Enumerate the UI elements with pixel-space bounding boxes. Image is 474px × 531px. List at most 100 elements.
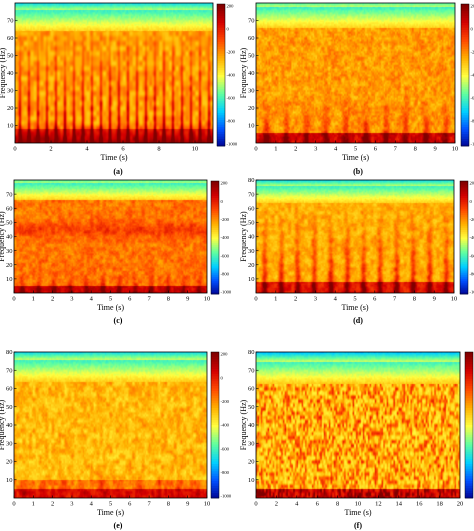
x-tick-label: 16 (416, 501, 423, 508)
colorbar-segment (217, 60, 225, 64)
y-tick-label: 40 (6, 234, 13, 241)
colorbar-segment (217, 32, 225, 36)
colorbar-segment (211, 229, 219, 233)
panel-e: 0 1 2 3 4 5 6 7 8 9 10 10 20 30 40 50 60 70 80 Time (s) Freq… (0, 349, 232, 530)
colorbar-segment (465, 390, 473, 394)
colorbar-segment (461, 138, 469, 142)
colorbar-segment (461, 82, 469, 85)
colorbar-tick-label: -600 (221, 446, 230, 451)
colorbar-segment (460, 263, 468, 267)
colorbar-segment (461, 8, 469, 12)
y-axis-label: Frequency (Hz) (239, 47, 248, 98)
colorbar-segment (465, 378, 473, 382)
x-tick-label: 7 (393, 296, 397, 303)
colorbar-segment (217, 122, 225, 126)
x-tick-label: 8 (336, 501, 339, 508)
y-tick-label: 70 (248, 191, 255, 198)
colorbar-segment (217, 27, 225, 31)
x-tick-label: 1 (32, 501, 35, 508)
colorbar-segment (465, 427, 473, 431)
colorbar-segment (465, 485, 473, 489)
spectrogram-image (256, 180, 454, 293)
colorbar-segment (211, 480, 219, 484)
colorbar-segment (211, 495, 219, 499)
colorbar-segment (211, 412, 219, 416)
colorbar-segment (465, 425, 473, 428)
colorbar-segment (461, 143, 469, 147)
colorbar-tick-label: -600 (470, 253, 474, 258)
panel-label: (e) (114, 521, 123, 530)
x-tick-label: 3 (314, 146, 317, 153)
colorbar-segment (460, 261, 468, 265)
colorbar-tick-label: 200 (227, 4, 235, 9)
colorbar-segment (211, 388, 219, 392)
colorbar-segment (461, 53, 469, 57)
colorbar-segment (211, 429, 219, 433)
y-tick-label: 30 (7, 88, 14, 95)
colorbar-segment (211, 442, 219, 445)
colorbar-segment (461, 70, 469, 74)
colorbar-segment (465, 459, 473, 462)
colorbar-segment (461, 131, 469, 135)
colorbar-segment (217, 15, 225, 19)
colorbar-segment (465, 420, 473, 423)
colorbar-segment (465, 369, 473, 372)
colorbar-tick-label: 0 (221, 199, 224, 204)
colorbar-segment (211, 263, 219, 267)
colorbar-segment (460, 228, 468, 231)
y-tick-label: 30 (6, 440, 13, 447)
x-tick-label: 4 (334, 296, 338, 303)
colorbar-segment (460, 181, 468, 184)
colorbar-segment (217, 134, 225, 137)
x-axis-label: Time (s) (97, 508, 124, 517)
colorbar-tick-label: -1000 (221, 494, 232, 499)
colorbar-segment (211, 356, 219, 360)
colorbar-tick-label: -400 (471, 73, 474, 78)
colorbar-segment (217, 138, 225, 142)
y-tick-label: 50 (248, 220, 255, 227)
x-tick-label: 6 (128, 296, 132, 303)
y-tick-label: 50 (248, 53, 255, 60)
colorbar-segment (461, 136, 469, 140)
colorbar-segment (465, 417, 473, 421)
colorbar-segment (211, 243, 219, 246)
colorbar-tick-label: 200 (471, 4, 474, 9)
y-tick-label: 50 (7, 53, 14, 60)
x-tick-label: 4 (85, 146, 89, 153)
colorbar-segment (211, 184, 219, 188)
colorbar-segment (217, 53, 225, 57)
colorbar-segment (461, 134, 469, 137)
colorbar-segment (465, 388, 473, 392)
colorbar-segment (211, 231, 219, 235)
colorbar-segment (211, 254, 219, 257)
x-tick-label: 8 (167, 501, 170, 508)
colorbar-segment (460, 199, 468, 203)
y-tick-label: 20 (7, 105, 14, 112)
colorbar-segment (465, 454, 473, 458)
colorbar-frame (459, 180, 469, 295)
colorbar-segment (461, 89, 469, 92)
colorbar-segment (461, 6, 469, 10)
x-tick-label: 10 (192, 146, 199, 153)
y-tick-label: 70 (7, 18, 14, 25)
colorbar-segment (211, 237, 219, 240)
colorbar-segment (211, 197, 219, 201)
y-axis-label: Frequency (Hz) (0, 211, 6, 262)
x-tick-label: 12 (375, 501, 382, 508)
colorbar-segment (211, 432, 219, 436)
colorbar-segment (461, 86, 469, 90)
colorbar-segment (460, 243, 468, 246)
colorbar-segment (217, 20, 225, 24)
y-axis-label: Frequency (Hz) (239, 399, 248, 450)
colorbar-segment (460, 271, 468, 274)
colorbar-segment (465, 429, 473, 433)
colorbar-segment (461, 4, 469, 7)
colorbar-segment (211, 190, 219, 193)
colorbar-segment (211, 359, 219, 363)
y-tick-label: 20 (248, 459, 255, 466)
colorbar-segment (211, 488, 219, 492)
x-tick-label: 18 (436, 501, 443, 508)
colorbar-segment (211, 427, 219, 431)
panel-c: 0 1 2 3 4 5 6 7 8 9 10 10 20 30 40 50 60 70 Time (s) Freque… (0, 179, 232, 325)
